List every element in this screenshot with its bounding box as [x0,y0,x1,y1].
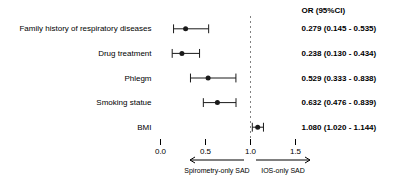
svg-text:OR (95%CI): OR (95%CI) [302,6,346,15]
svg-text:BMI: BMI [137,123,151,132]
svg-text:0.238 (0.130 - 0.434): 0.238 (0.130 - 0.434) [302,49,377,58]
svg-text:0.529 (0.333 - 0.838): 0.529 (0.333 - 0.838) [302,74,377,83]
svg-text:0.632 (0.476 - 0.839): 0.632 (0.476 - 0.839) [302,98,377,107]
svg-text:1.080 (1.020 - 1.144): 1.080 (1.020 - 1.144) [302,123,377,132]
svg-text:Family history of respiratory: Family history of respiratory diseases [19,24,151,33]
svg-text:Phlegm: Phlegm [124,74,151,83]
svg-text:Drug treatment: Drug treatment [98,49,152,58]
svg-text:0.0: 0.0 [155,147,167,156]
svg-text:Smoking statue: Smoking statue [96,98,152,107]
svg-text:0.5: 0.5 [200,147,212,156]
svg-text:1.0: 1.0 [245,147,257,156]
svg-text:Spirometry-only SAD: Spirometry-only SAD [184,167,249,175]
svg-text:IOS-only SAD: IOS-only SAD [261,167,305,175]
svg-text:1.5: 1.5 [290,147,302,156]
svg-text:0.279 (0.145 - 0.535): 0.279 (0.145 - 0.535) [302,24,377,33]
